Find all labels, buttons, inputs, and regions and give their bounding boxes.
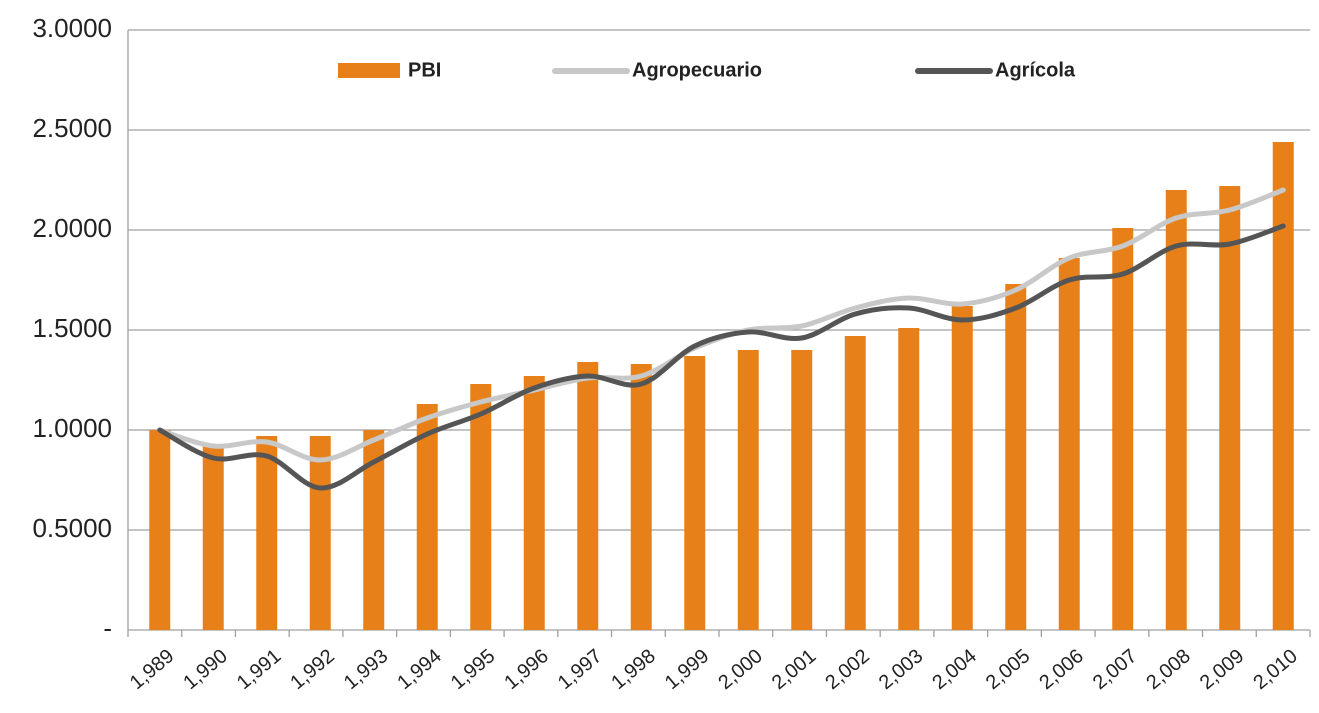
y-tick-label: 0.5000 [32, 513, 112, 543]
y-tick-label: 1.5000 [32, 313, 112, 343]
x-tick-label: 2,005 [982, 645, 1034, 694]
bar [898, 328, 920, 630]
legend-label: Agropecuario [632, 59, 762, 81]
x-tick-label: 2,008 [1142, 645, 1194, 694]
bar [737, 350, 759, 630]
bar [1272, 142, 1294, 630]
bar [1005, 284, 1027, 630]
x-tick-label: 1,995 [447, 645, 499, 694]
bar [951, 306, 973, 630]
y-tick-label: - [103, 613, 112, 643]
x-tick-label: 1,994 [393, 645, 445, 694]
bar [684, 356, 706, 630]
x-tick-label: 2,007 [1089, 645, 1141, 694]
bar [1058, 258, 1080, 630]
x-tick-label: 2,003 [875, 645, 927, 694]
bar [577, 362, 599, 630]
y-tick-label: 2.5000 [32, 113, 112, 143]
bar [256, 436, 278, 630]
bar [202, 444, 224, 630]
x-tick-label: 2,004 [928, 645, 980, 694]
x-tick-label: 2,010 [1249, 645, 1301, 694]
x-tick-label: 1,999 [661, 645, 713, 694]
bar [309, 436, 331, 630]
y-tick-label: 1.0000 [32, 413, 112, 443]
y-tick-label: 3.0000 [32, 13, 112, 43]
bar [363, 430, 385, 630]
x-tick-label: 1,997 [554, 645, 606, 694]
x-tick-label: 2,000 [714, 645, 766, 694]
bar [1112, 228, 1134, 630]
x-tick-label: 1,990 [179, 645, 231, 694]
bar [844, 336, 866, 630]
x-tick-label: 2,006 [1035, 645, 1087, 694]
y-tick-label: 2.0000 [32, 213, 112, 243]
bar [1165, 190, 1187, 630]
x-tick-label: 2,001 [768, 645, 820, 694]
x-tick-label: 1,989 [126, 645, 178, 694]
legend-label: PBI [408, 59, 441, 81]
x-tick-label: 1,998 [607, 645, 659, 694]
line [157, 223, 1286, 491]
x-tick-label: 1,992 [286, 645, 338, 694]
x-tick-label: 1,996 [500, 645, 552, 694]
bar [470, 384, 492, 630]
x-tick-label: 2,002 [821, 645, 873, 694]
x-tick-label: 1,993 [340, 645, 392, 694]
bar [523, 376, 545, 630]
legend-swatch [338, 63, 400, 78]
bar [630, 364, 652, 630]
legend-label: Agrícola [995, 59, 1076, 81]
bar [791, 350, 813, 630]
bar [1219, 186, 1241, 630]
bar [149, 430, 171, 630]
bar [416, 404, 438, 630]
x-tick-label: 2,009 [1196, 645, 1248, 694]
x-tick-label: 1,991 [233, 645, 285, 694]
